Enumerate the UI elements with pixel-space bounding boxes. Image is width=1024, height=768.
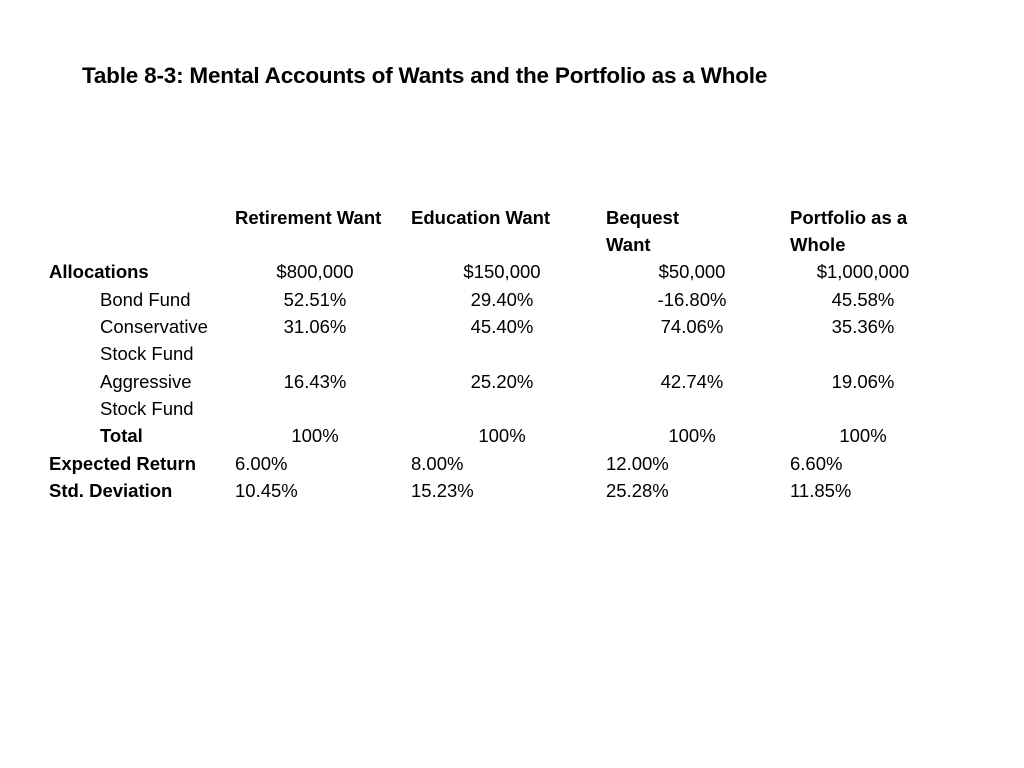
cell-expected-return-retirement: 6.00% xyxy=(235,453,288,474)
row-label-aggressive-line2: Stock Fund xyxy=(100,398,194,419)
header-bequest-want-line1: Bequest xyxy=(606,207,679,228)
cell-std-deviation-bequest: 25.28% xyxy=(606,480,669,501)
header-bequest-want-line2: Want xyxy=(606,234,651,255)
cell-allocations-retirement: $800,000 xyxy=(276,261,354,282)
cell-bond-retirement: 52.51% xyxy=(283,289,347,310)
cell-bond-portfolio: 45.58% xyxy=(831,289,895,310)
row-label-expected-return: Expected Return xyxy=(49,453,197,474)
cell-allocations-education: $150,000 xyxy=(463,261,541,282)
row-label-std-deviation: Std. Deviation xyxy=(49,480,173,501)
cell-bond-education: 29.40% xyxy=(470,289,534,310)
cell-conservative-education: 45.40% xyxy=(470,316,534,337)
header-retirement-want: Retirement Want xyxy=(235,207,382,228)
cell-allocations-bequest: $50,000 xyxy=(658,261,726,282)
header-portfolio-line1: Portfolio as a xyxy=(790,207,908,228)
row-label-bond-fund: Bond Fund xyxy=(100,289,191,310)
cell-conservative-portfolio: 35.36% xyxy=(831,316,895,337)
cell-total-education: 100% xyxy=(478,425,526,446)
cell-conservative-retirement: 31.06% xyxy=(283,316,347,337)
cell-total-bequest: 100% xyxy=(668,425,716,446)
cell-total-retirement: 100% xyxy=(291,425,339,446)
cell-aggressive-retirement: 16.43% xyxy=(283,371,347,392)
cell-std-deviation-education: 15.23% xyxy=(411,480,474,501)
cell-allocations-portfolio: $1,000,000 xyxy=(816,261,910,282)
header-education-want: Education Want xyxy=(411,207,551,228)
cell-aggressive-bequest: 42.74% xyxy=(660,371,724,392)
cell-std-deviation-retirement: 10.45% xyxy=(235,480,298,501)
row-label-allocations: Allocations xyxy=(49,261,149,282)
cell-conservative-bequest: 74.06% xyxy=(660,316,724,337)
cell-expected-return-portfolio: 6.60% xyxy=(790,453,843,474)
cell-expected-return-bequest: 12.00% xyxy=(606,453,669,474)
table-title: Table 8-3: Mental Accounts of Wants and … xyxy=(82,63,768,88)
cell-bond-bequest: -16.80% xyxy=(657,289,727,310)
cell-expected-return-education: 8.00% xyxy=(411,453,464,474)
cell-aggressive-education: 25.20% xyxy=(470,371,534,392)
row-label-conservative-line1: Conservative xyxy=(100,316,208,337)
header-portfolio-line2: Whole xyxy=(790,234,846,255)
cell-std-deviation-portfolio: 11.85% xyxy=(790,480,852,501)
cell-total-portfolio: 100% xyxy=(839,425,887,446)
row-label-total: Total xyxy=(100,425,143,446)
cell-aggressive-portfolio: 19.06% xyxy=(831,371,895,392)
row-label-conservative-line2: Stock Fund xyxy=(100,343,194,364)
row-label-aggressive-line1: Aggressive xyxy=(100,371,192,392)
